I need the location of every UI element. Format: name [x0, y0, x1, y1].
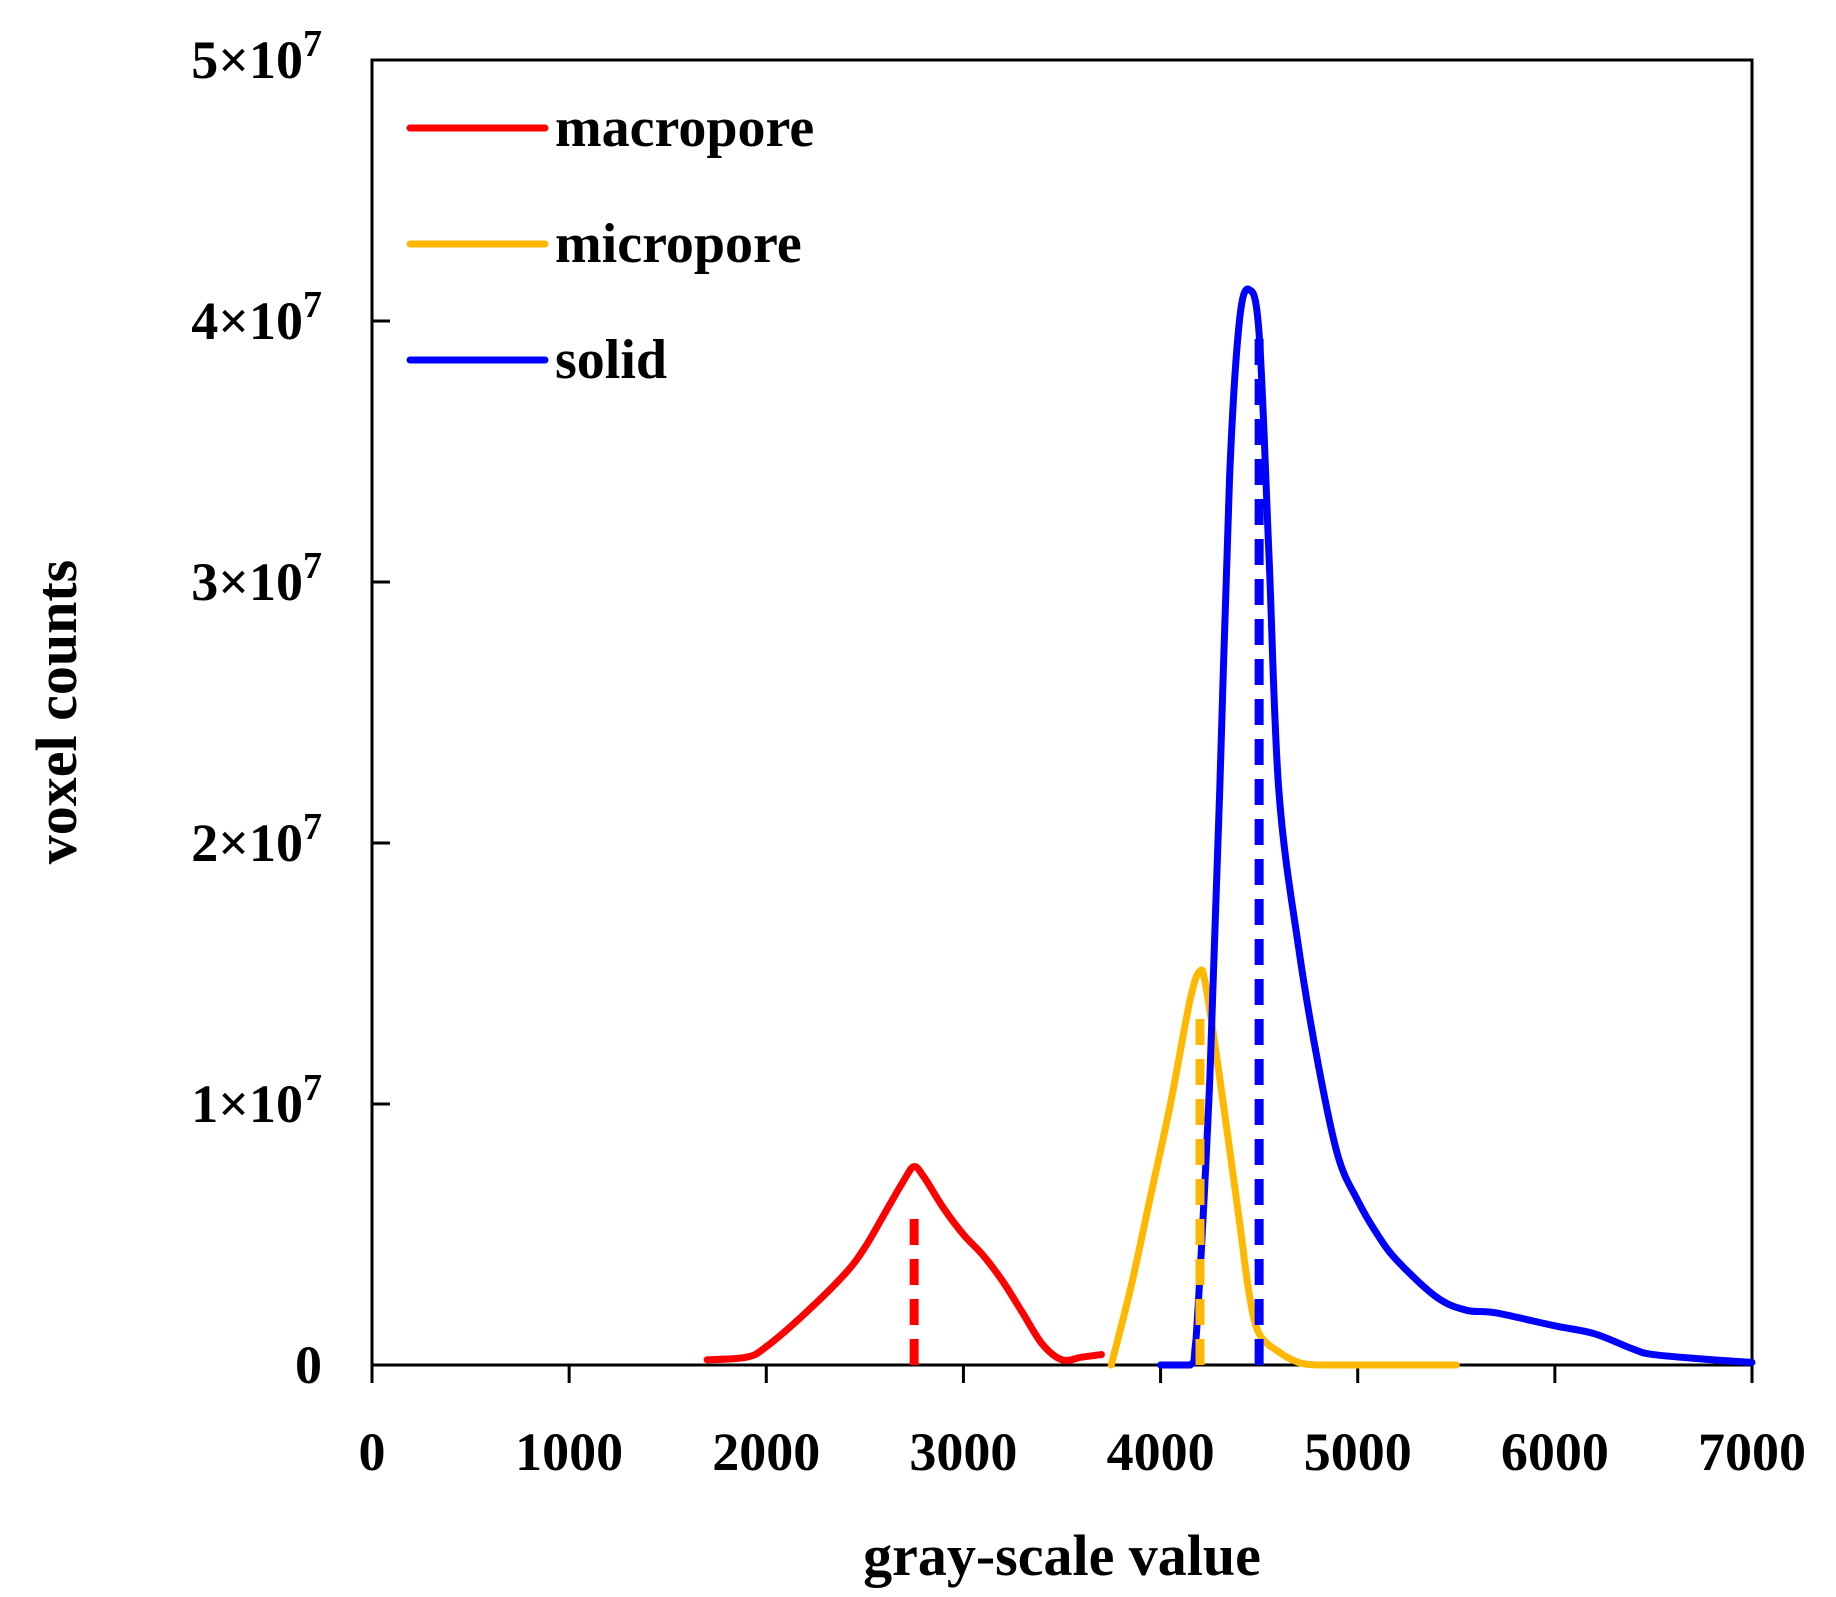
x-axis: 0 1000 2000 3000 4000 5000 6000 7000: [359, 1365, 1806, 1482]
series-line-solid: [1157, 285, 1756, 1369]
legend-label-micropore: micropore: [555, 213, 802, 275]
y-tick-label: 2×107: [191, 806, 322, 873]
x-tick-label: 2000: [712, 1422, 820, 1482]
series-layer: [703, 285, 1756, 1369]
x-tick-label: 6000: [1501, 1422, 1609, 1482]
x-tick-label: 1000: [515, 1422, 623, 1482]
legend: macropore micropore solid: [406, 97, 814, 391]
y-tick-label: 0: [295, 1335, 322, 1395]
y-axis-title: voxel counts: [24, 560, 89, 865]
plot-frame: [370, 58, 1754, 1367]
y-tick-label: 1×107: [191, 1067, 322, 1134]
x-tick-label: 5000: [1304, 1422, 1412, 1482]
x-tick-label: 3000: [909, 1422, 1017, 1482]
series-line-micropore: [1107, 966, 1460, 1369]
y-tick-label: 4×107: [191, 284, 322, 351]
x-tick-label: 0: [359, 1422, 386, 1482]
x-tick-label: 4000: [1107, 1422, 1215, 1482]
x-tick-label: 7000: [1698, 1422, 1806, 1482]
legend-label-macropore: macropore: [555, 97, 814, 159]
series-line-macropore: [703, 1163, 1105, 1364]
peak-markers: [909, 329, 1264, 1365]
y-tick-label: 3×107: [191, 545, 322, 612]
y-axis: 0 1×107 2×107 3×107 4×107 5×107: [191, 23, 390, 1395]
y-tick-label: 5×107: [191, 23, 322, 90]
legend-label-solid: solid: [555, 329, 667, 391]
x-axis-title: gray-scale value: [863, 1523, 1261, 1588]
